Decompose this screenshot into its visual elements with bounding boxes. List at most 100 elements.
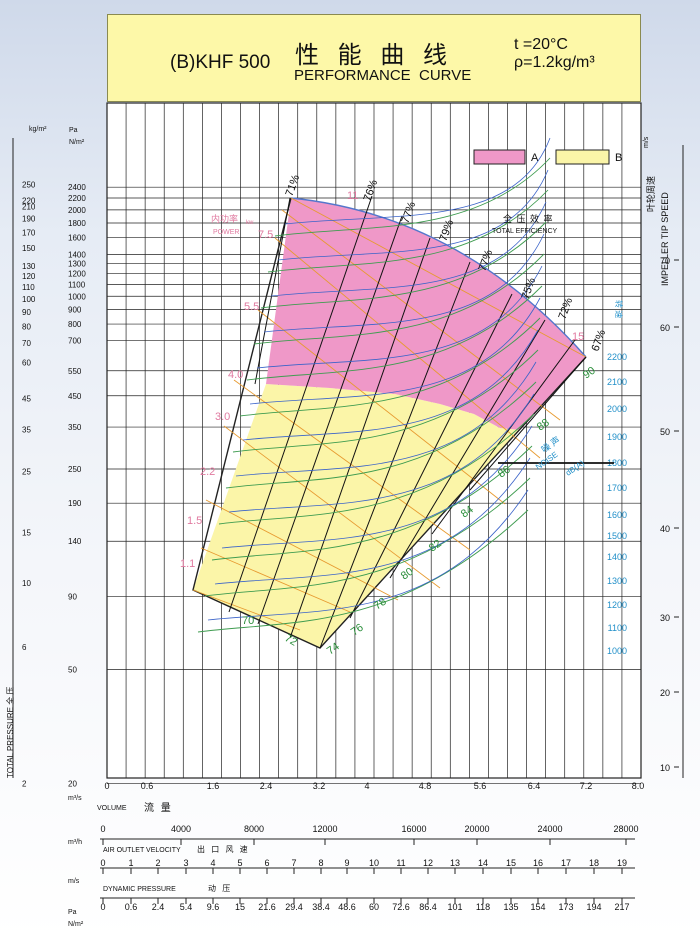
pressure-pa-tick: 2000 (68, 206, 86, 215)
envelope-frame (192, 197, 587, 649)
left-axis-title: TOTAL PRESSURE 全 压 (5, 687, 15, 778)
velocity-tick: 12 (423, 858, 433, 868)
velocity-tick: 7 (291, 858, 296, 868)
pressure-kg-tick: 170 (22, 229, 36, 238)
power-label: 15 (572, 331, 584, 343)
right-title-cn: 叶轮周速 (645, 176, 656, 212)
pressure-kg-tick: 80 (22, 323, 31, 332)
velocity-tick: 6 (264, 858, 269, 868)
noise-curve (253, 253, 545, 345)
flow-tick: 28000 (613, 824, 638, 834)
velocity-unit: m/s (68, 878, 80, 885)
velocity-tick: 16 (533, 858, 543, 868)
dynamic-tick: 101 (447, 902, 462, 912)
volume-tick: 5.6 (474, 781, 487, 791)
pressure-pa-tick: 1600 (68, 234, 86, 243)
noise-curve (274, 157, 551, 237)
region-a (266, 198, 586, 430)
dynamic-tick: 194 (586, 902, 601, 912)
left-unit-kg: kg/m² (29, 126, 47, 133)
volume-tick: 4 (364, 781, 369, 791)
noise-curve (239, 317, 541, 417)
pressure-kg-tick: 90 (22, 308, 31, 317)
pressure-kg-tick: 120 (22, 272, 36, 281)
dynamic-label-cn: 动 压 (208, 883, 232, 893)
noise-label: 80 (399, 566, 416, 583)
dynamic-tick: 72.6 (392, 902, 410, 912)
left-unit-pa: Pa (69, 127, 78, 134)
pressure-kg-tick: 110 (22, 283, 35, 292)
noise-curve (267, 189, 549, 273)
noise-curve (225, 381, 537, 489)
power-label-en: POWER (213, 229, 239, 236)
envelope-top (290, 197, 587, 358)
power-line (223, 425, 441, 589)
speed-rpm-label: 1400 (607, 552, 627, 562)
pressure-pa-tick: 90 (68, 592, 77, 601)
dynamic-tick: 21.6 (258, 902, 276, 912)
pressure-pa-tick: 190 (68, 499, 82, 508)
dynamic-tick: 173 (558, 902, 573, 912)
flow-unit: m³/h (68, 839, 82, 846)
noise-label: 76 (349, 622, 366, 639)
volume-tick: 2.4 (260, 781, 273, 791)
volume-tick: 4.8 (419, 781, 432, 791)
velocity-tick: 4 (210, 858, 215, 868)
pressure-pa-tick: 450 (68, 392, 82, 401)
pressure-kg-tick: 70 (22, 339, 31, 348)
dynamic-unit-pa: Pa (68, 909, 77, 916)
noise-label: 70 (242, 615, 254, 627)
noise-curve (218, 413, 535, 525)
noise-label: 74 (325, 641, 342, 658)
pressure-pa-tick: 350 (68, 423, 82, 432)
noise-curve (246, 285, 543, 381)
velocity-tick: 11 (396, 858, 405, 868)
velocity-tick: 15 (506, 858, 516, 868)
velocity-tick: 2 (155, 858, 160, 868)
volume-label: VOLUME (97, 805, 127, 812)
volume-tick: 7.2 (580, 781, 593, 791)
power-line (290, 197, 587, 358)
power-label: 3.0 (215, 411, 230, 423)
pressure-kg-tick: 210 (22, 202, 36, 211)
flow-tick: 12000 (312, 824, 337, 834)
pressure-pa-tick: 1300 (68, 260, 86, 269)
velocity-tick: 19 (617, 858, 627, 868)
noise-label: 82 (427, 538, 444, 555)
dynamic-tick: 5.4 (180, 902, 193, 912)
power-label: 1.5 (187, 515, 202, 527)
noise-label: 84 (459, 504, 476, 521)
pressure-pa-tick: 800 (68, 320, 82, 329)
dynamic-tick: 9.6 (207, 902, 220, 912)
volume-label-cn: 流 量 (144, 801, 173, 814)
speed-rpm-label: 2200 (607, 352, 627, 362)
density-condition: ρ=1.2kg/m³ (514, 54, 595, 71)
power-label: 4.0 (228, 369, 243, 381)
speed-grid-line (431, 339, 576, 535)
power-line (192, 589, 301, 631)
noise-label: 86 (496, 464, 513, 481)
pressure-kg-tick: 220 (22, 196, 36, 205)
pressure-kg-tick: 15 (22, 529, 31, 538)
pressure-kg-tick: 2 (22, 780, 27, 789)
dynamic-tick: 15 (235, 902, 245, 912)
pressure-curve (214, 457, 531, 585)
speed-rpm-label: 1300 (607, 576, 627, 586)
speed-grid-line (257, 215, 403, 625)
power-label: 2.2 (200, 466, 215, 478)
dynamic-tick: 60 (369, 902, 379, 912)
pressure-kg-tick: 250 (22, 181, 36, 190)
power-label: 1.1 (180, 558, 195, 570)
volume-tick: 0 (104, 781, 109, 791)
power-label: 7.5 (258, 229, 273, 241)
legend-swatch-b (555, 149, 610, 165)
velocity-tick: 0 (100, 858, 105, 868)
pressure-pa-tick: 900 (68, 305, 82, 314)
pressure-curve (256, 265, 543, 369)
speed-grid-line (289, 237, 431, 639)
noise-curve (232, 349, 539, 453)
power-line (281, 209, 561, 421)
volume-tick: 1.6 (207, 781, 220, 791)
tip-speed-tick: 20 (660, 688, 670, 698)
dynamic-tick: 2.4 (152, 902, 165, 912)
